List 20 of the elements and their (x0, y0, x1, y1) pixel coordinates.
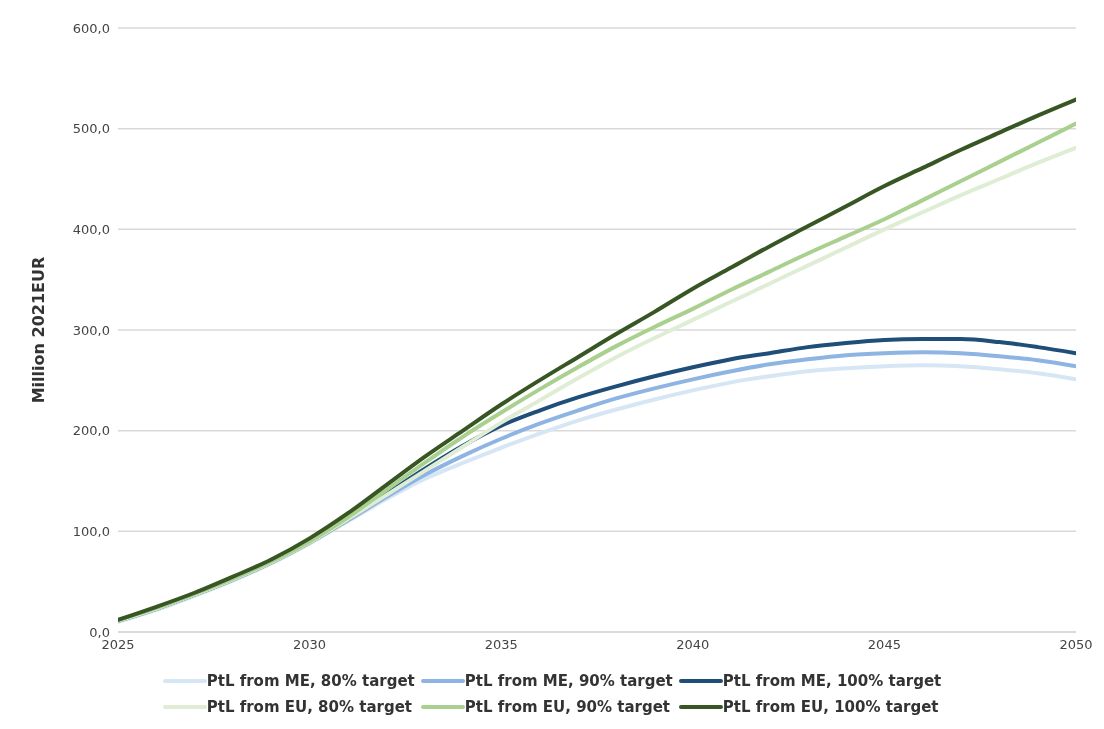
x-tick-label: 2025 (101, 637, 135, 653)
legend-label: PtL from EU, 90% target (464, 698, 671, 716)
x-tick-label: 2040 (676, 637, 710, 653)
y-tick-label: 300,0 (72, 322, 110, 338)
y-tick-label: 500,0 (72, 121, 110, 137)
y-tick-label: 600,0 (72, 20, 110, 36)
y-tick-label: 200,0 (72, 423, 110, 439)
legend-label: PtL from ME, 100% target (722, 672, 942, 690)
legend-label: PtL from EU, 80% target (206, 698, 413, 716)
x-tick-label: 2035 (484, 637, 518, 653)
y-tick-label: 100,0 (72, 523, 110, 539)
legend-label: PtL from ME, 90% target (464, 672, 673, 690)
legend-label: PtL from ME, 80% target (206, 672, 415, 690)
legend-label: PtL from EU, 100% target (722, 698, 939, 716)
y-tick-label: 400,0 (72, 221, 110, 237)
x-tick-label: 2050 (1059, 637, 1093, 653)
y-tick-label: 0,0 (89, 624, 110, 640)
x-tick-label: 2030 (293, 637, 327, 653)
x-tick-label: 2045 (867, 637, 901, 653)
y-axis-title: Million 2021EUR (28, 256, 48, 404)
